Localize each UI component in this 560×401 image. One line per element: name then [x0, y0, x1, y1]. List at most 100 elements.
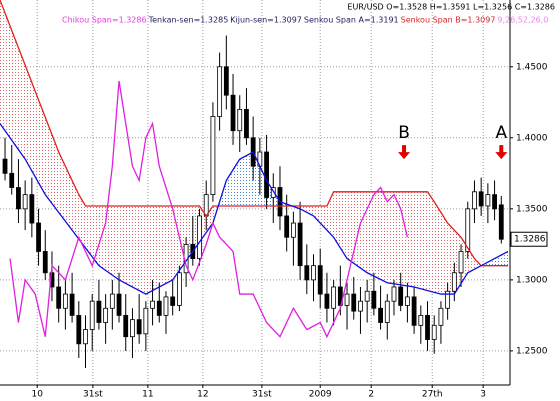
cloud: [73, 183, 76, 235]
cloud: [335, 191, 337, 243]
candle-body: [150, 300, 155, 309]
cloud: [370, 191, 373, 276]
cloud: [28, 73, 31, 168]
cloud: [77, 191, 79, 240]
candle-body: [317, 265, 323, 295]
candle-body: [16, 187, 21, 210]
cloud: [432, 199, 435, 293]
cloud: [348, 191, 351, 261]
cloud: [318, 205, 321, 224]
price-box: [510, 231, 548, 247]
cloud: [330, 195, 332, 236]
candle-body: [36, 222, 41, 252]
cloud: [211, 205, 213, 226]
cloud: [202, 210, 205, 238]
cloud: [437, 207, 440, 294]
candle-body: [398, 286, 404, 306]
cloud: [313, 205, 316, 218]
cloud: [35, 91, 37, 180]
cloud: [48, 125, 51, 202]
indicator-label: 9,26,52,26,0: [497, 16, 548, 25]
cloud: [412, 191, 415, 287]
cloud: [38, 99, 41, 186]
candle-body: [83, 329, 88, 345]
indicator-label: Chikou Span=1.3286: [62, 16, 147, 25]
cloud: [228, 175, 230, 206]
cloud: [50, 130, 52, 204]
candle-body: [331, 286, 337, 309]
cloud: [144, 205, 146, 295]
cloud: [209, 208, 212, 228]
cloud: [419, 191, 421, 289]
cloud: [137, 205, 140, 291]
cloud: [420, 191, 423, 290]
cloud: [25, 65, 27, 163]
cloud: [130, 205, 133, 287]
candle-body: [56, 286, 62, 309]
cloud: [310, 205, 312, 216]
candle-body: [445, 290, 451, 309]
cloud: [8, 21, 11, 138]
cloud: [244, 155, 247, 206]
cloud: [226, 177, 229, 206]
cloud: [97, 205, 99, 266]
candle-body: [69, 293, 75, 316]
cloud: [496, 256, 498, 266]
cloud: [149, 205, 151, 293]
cloud: [189, 205, 192, 257]
candle-body: [244, 108, 249, 139]
cloud: [323, 205, 326, 229]
cloud: [236, 161, 239, 206]
cloud: [387, 191, 389, 283]
y-tick-label: 1.4500: [516, 62, 548, 72]
cloud: [469, 250, 472, 272]
candle-body: [176, 272, 182, 306]
cloud: [70, 176, 73, 231]
cloud: [358, 191, 361, 269]
cloud: [345, 191, 348, 259]
cloud: [474, 258, 477, 270]
cloud: [103, 205, 106, 271]
cloud: [409, 191, 411, 287]
cloud: [395, 191, 398, 285]
cloud: [422, 191, 425, 290]
symbol-info: EUR/USD O=1.3528 H=1.3591 L=1.3256 C=1.3…: [347, 3, 555, 12]
cloud: [352, 191, 354, 264]
cloud: [194, 205, 197, 250]
cloud: [434, 201, 436, 293]
candle-body: [2, 158, 8, 174]
cloud: [405, 191, 408, 286]
candle-body: [337, 286, 343, 306]
cloud: [135, 205, 138, 290]
candle-body: [270, 187, 276, 198]
cloud: [439, 209, 441, 295]
cloud: [120, 205, 123, 282]
cloud: [390, 191, 393, 284]
cloud: [11, 30, 14, 143]
candle-body: [458, 251, 464, 274]
candle-body: [492, 194, 497, 210]
candle-body: [9, 172, 15, 188]
cloud: [150, 205, 153, 292]
cloud: [58, 152, 61, 215]
cloud: [1, 4, 4, 129]
cloud: [382, 191, 384, 282]
candle-body: [22, 194, 28, 210]
cloud: [119, 205, 121, 281]
candle-body: [351, 293, 357, 312]
cloud: [499, 255, 502, 266]
candle-body: [451, 272, 457, 292]
cloud: [167, 205, 170, 283]
candle-body: [237, 108, 243, 132]
cloud: [491, 259, 493, 266]
cloud: [373, 191, 376, 277]
cloud: [331, 191, 334, 238]
cloud: [315, 205, 317, 220]
cloud: [87, 205, 89, 253]
cloud: [506, 251, 508, 266]
cloud: [23, 60, 26, 160]
cloud: [243, 156, 245, 206]
candle-body: [297, 222, 303, 267]
cloud: [256, 159, 259, 206]
candle-body: [465, 208, 471, 252]
